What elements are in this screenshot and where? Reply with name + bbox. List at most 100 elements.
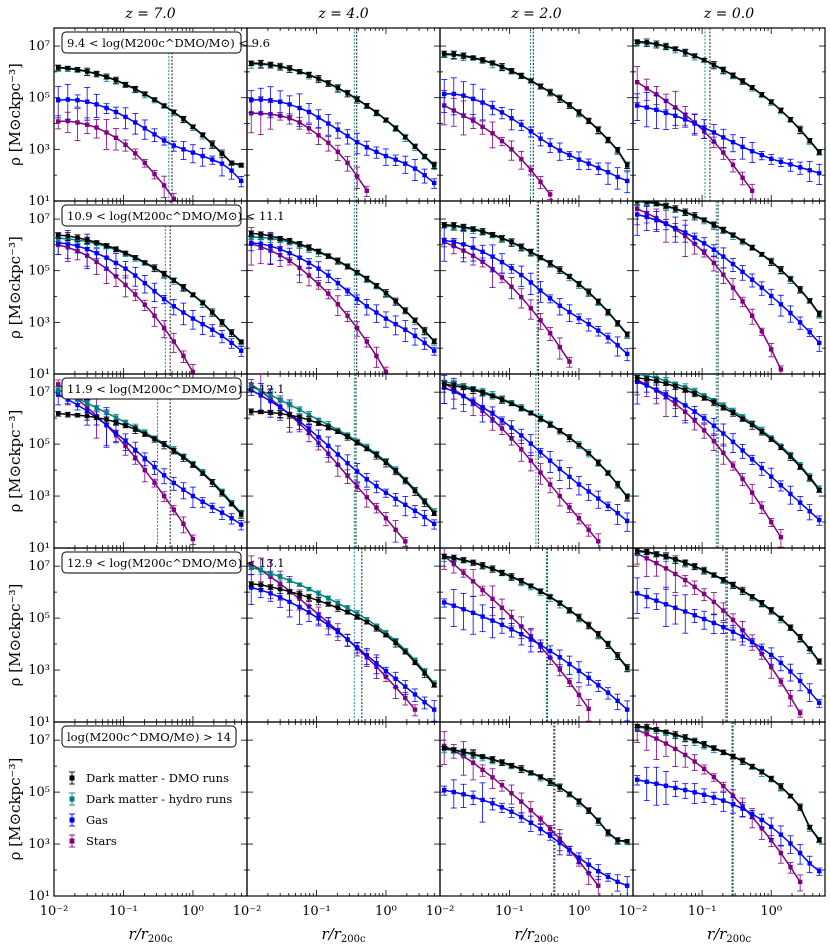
data-point (461, 557, 466, 563)
data-point (161, 473, 167, 478)
data-point (509, 425, 514, 430)
data-point (249, 581, 254, 586)
data-point (528, 410, 534, 416)
data-point (692, 409, 697, 414)
data-point (586, 118, 591, 123)
data-point (75, 235, 80, 240)
series-gas (441, 223, 631, 362)
data-point (499, 64, 505, 69)
data-point (817, 311, 822, 316)
data-point (683, 560, 688, 565)
data-point (461, 385, 466, 390)
data-point (624, 883, 630, 888)
series-line (636, 208, 782, 370)
data-point (442, 745, 447, 751)
data-point (596, 683, 601, 688)
data-point (547, 261, 553, 266)
data-point (740, 175, 745, 180)
panel-frame (632, 200, 826, 375)
data-point (817, 487, 822, 493)
panel-ticks (439, 548, 634, 723)
data-point (740, 634, 745, 639)
data-point (335, 258, 341, 263)
data-point (190, 493, 196, 499)
data-point (499, 426, 505, 431)
series-gas (634, 92, 823, 185)
data-point (470, 96, 476, 102)
data-point (557, 428, 562, 434)
data-point (451, 239, 457, 245)
data-point (634, 39, 640, 44)
data-point (181, 147, 186, 152)
data-point (490, 566, 495, 571)
panel-frame (439, 547, 634, 723)
data-point (634, 375, 640, 381)
data-point (345, 434, 350, 440)
data-point (701, 250, 707, 255)
panel-data (634, 374, 823, 548)
panel-frame (439, 721, 634, 897)
data-point (326, 80, 331, 86)
data-point (258, 409, 264, 415)
data-point (730, 139, 736, 145)
data-point (229, 168, 234, 173)
data-point (219, 161, 225, 166)
data-point (547, 482, 553, 487)
data-point (615, 653, 620, 658)
data-point (451, 603, 457, 608)
data-point (422, 499, 427, 505)
data-point (624, 331, 630, 337)
data-point (422, 328, 427, 333)
series-gas (634, 577, 823, 708)
data-point (759, 600, 764, 606)
panel-data (634, 201, 823, 374)
data-point (759, 329, 764, 334)
data-point (161, 325, 167, 331)
data-point (152, 480, 157, 485)
data-point (586, 527, 591, 533)
data-point (605, 874, 611, 879)
data-point (490, 411, 495, 416)
data-point (730, 285, 736, 290)
data-point (268, 233, 273, 239)
data-point (181, 284, 186, 290)
data-point (316, 434, 321, 440)
data-point (316, 249, 321, 254)
data-point (123, 114, 128, 120)
data-point (634, 79, 640, 85)
data-point (152, 97, 157, 102)
data-point (56, 382, 61, 387)
series-stars (441, 548, 592, 722)
panel-r1-c3 (439, 27, 634, 202)
data-point (142, 456, 148, 461)
data-point (171, 507, 176, 512)
data-point (683, 609, 688, 614)
data-point (470, 760, 476, 765)
data-point (519, 406, 524, 411)
data-point (335, 127, 341, 132)
data-point (287, 589, 292, 594)
data-point (470, 399, 476, 404)
data-point (335, 629, 341, 635)
data-point (634, 379, 640, 385)
data-point (345, 133, 350, 139)
data-point (567, 102, 572, 108)
data-point (769, 293, 774, 299)
data-point (316, 266, 321, 271)
data-point (412, 707, 418, 712)
data-point (374, 353, 379, 359)
data-point (403, 684, 408, 689)
data-point (538, 416, 543, 421)
data-point (538, 470, 543, 475)
data-point (654, 378, 659, 384)
data-point (749, 313, 755, 318)
data-point (557, 667, 562, 672)
data-point (490, 131, 495, 136)
series-line (637, 201, 820, 314)
data-point (451, 747, 457, 752)
data-point (258, 231, 264, 237)
data-point (171, 277, 176, 283)
series-line (58, 242, 242, 352)
data-point (345, 606, 350, 611)
